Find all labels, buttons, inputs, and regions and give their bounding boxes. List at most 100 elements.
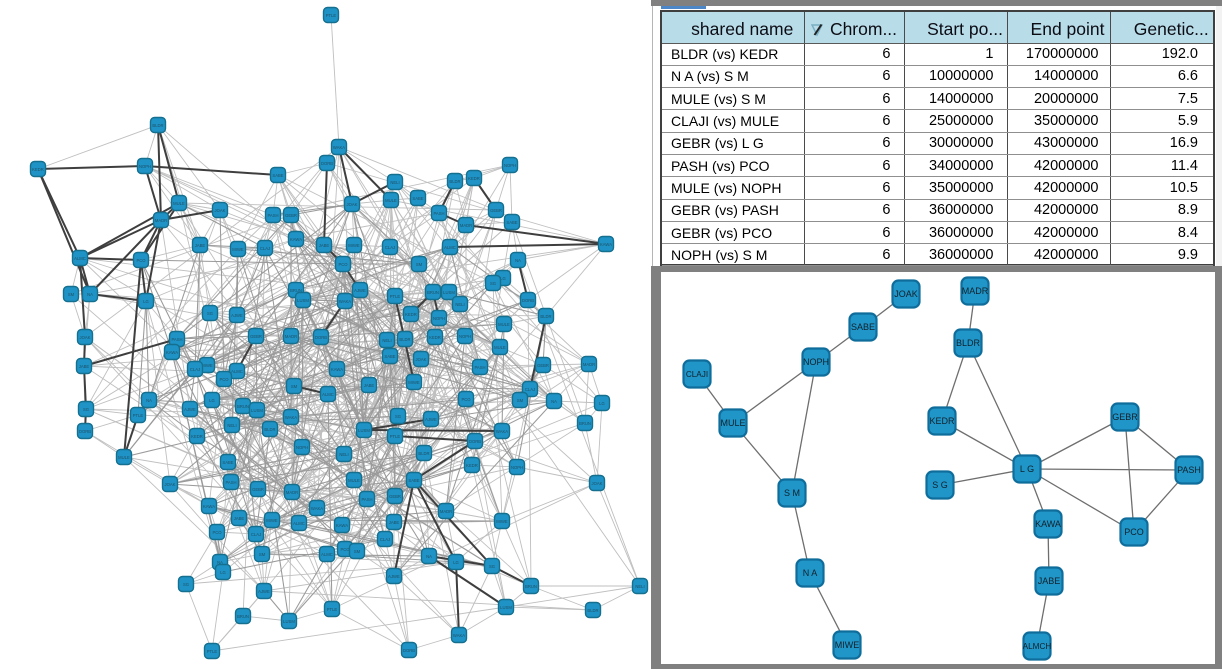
svg-text:KEDR: KEDR [468, 176, 480, 181]
svg-text:JABE: JABE [195, 243, 206, 248]
svg-text:KEDR: KEDR [32, 167, 44, 172]
svg-text:PCO: PCO [136, 258, 146, 263]
svg-text:BRUN: BRUN [427, 290, 439, 295]
svg-text:ALMC: ALMC [322, 392, 334, 397]
svg-text:KAWA: KAWA [166, 350, 178, 355]
svg-text:PTLE: PTLE [390, 294, 401, 299]
svg-text:LG: LG [143, 299, 149, 304]
svg-text:PCO: PCO [340, 547, 350, 552]
svg-text:SM: SM [291, 384, 298, 389]
svg-text:KEDR: KEDR [405, 312, 417, 317]
svg-text:BRUN: BRUN [525, 584, 537, 589]
svg-text:JABE: JABE [319, 243, 330, 248]
svg-text:KAWA: KAWA [203, 504, 215, 509]
svg-text:JOAK: JOAK [592, 481, 603, 486]
svg-text:NA: NA [87, 292, 93, 297]
svg-text:SABE: SABE [384, 354, 395, 359]
svg-text:BRUN: BRUN [290, 288, 302, 293]
svg-text:KAWA: KAWA [290, 237, 302, 242]
svg-text:NOPH: NOPH [139, 164, 151, 169]
svg-text:PCO: PCO [338, 262, 348, 267]
svg-text:SG: SG [183, 582, 189, 587]
svg-text:NA: NA [551, 399, 557, 404]
svg-text:JOAK: JOAK [165, 482, 176, 487]
svg-text:JOAK: JOAK [80, 335, 91, 340]
svg-text:SG: SG [395, 414, 401, 419]
svg-text:PTLE: PTLE [207, 649, 218, 654]
svg-text:WAKA: WAKA [311, 506, 323, 511]
svg-text:WAKA: WAKA [339, 299, 351, 304]
svg-text:PTLE: PTLE [326, 13, 337, 18]
svg-text:JABE: JABE [364, 383, 375, 388]
svg-text:CLAJ: CLAJ [190, 367, 200, 372]
svg-text:MIWE: MIWE [348, 243, 360, 248]
svg-text:MULE: MULE [498, 322, 510, 327]
svg-text:KAWA: KAWA [600, 242, 612, 247]
svg-text:ALMC: ALMC [321, 552, 333, 557]
svg-text:DORB: DORB [522, 298, 534, 303]
svg-text:DORB: DORB [403, 648, 415, 653]
svg-text:NELI: NELI [227, 423, 236, 428]
svg-text:MULE: MULE [385, 198, 397, 203]
svg-text:BLDR: BLDR [399, 337, 410, 342]
svg-text:SABE: SABE [408, 478, 419, 483]
svg-text:SABE: SABE [272, 173, 283, 178]
svg-text:GEBR: GEBR [490, 208, 502, 213]
svg-text:MADR: MADR [583, 362, 595, 367]
svg-text:L G: L G [1020, 464, 1034, 474]
svg-text:PASH: PASH [1177, 465, 1201, 475]
svg-text:MULE: MULE [720, 418, 745, 428]
svg-text:CLAJI: CLAJI [686, 370, 708, 379]
svg-text:SM: SM [416, 262, 423, 267]
svg-text:KAWA: KAWA [336, 523, 348, 528]
svg-text:PTLE: PTLE [133, 413, 144, 418]
svg-text:SM: SM [259, 552, 266, 557]
svg-text:S M: S M [784, 488, 800, 498]
svg-text:LUSM: LUSM [251, 408, 263, 413]
svg-text:JOAK: JOAK [416, 357, 427, 362]
svg-text:CLAJ: CLAJ [380, 537, 390, 542]
svg-text:MULE: MULE [494, 345, 506, 350]
svg-text:MADR: MADR [962, 286, 989, 296]
svg-text:NA: NA [146, 398, 152, 403]
svg-text:NELI: NELI [455, 302, 464, 307]
svg-text:SM: SM [68, 292, 75, 297]
svg-text:AJWE: AJWE [184, 407, 196, 412]
svg-text:NELI: NELI [339, 452, 348, 457]
svg-text:GEBR: GEBR [1112, 412, 1138, 422]
svg-text:SG: SG [489, 564, 495, 569]
svg-text:NOPH: NOPH [296, 445, 308, 450]
svg-text:ALMC: ALMC [293, 521, 305, 526]
svg-text:GEBR: GEBR [250, 334, 262, 339]
svg-text:PCO: PCO [212, 530, 222, 535]
svg-text:MADR: MADR [285, 334, 297, 339]
svg-text:PASH: PASH [361, 497, 372, 502]
svg-text:ALMC: ALMC [231, 369, 243, 374]
svg-text:KAWA: KAWA [1035, 519, 1061, 529]
svg-text:ALMCH: ALMCH [1023, 642, 1052, 651]
svg-text:KEDR: KEDR [466, 463, 478, 468]
svg-text:JOAK: JOAK [894, 289, 918, 299]
svg-text:WAKA: WAKA [333, 145, 345, 150]
svg-text:BLDR: BLDR [587, 608, 598, 613]
svg-text:JABE: JABE [1038, 576, 1061, 586]
svg-text:AJWE: AJWE [354, 288, 366, 293]
svg-text:BRUN: BRUN [237, 614, 249, 619]
svg-text:PASH: PASH [225, 480, 236, 485]
svg-text:KEDR: KEDR [191, 434, 203, 439]
svg-text:CLAJ: CLAJ [525, 387, 535, 392]
svg-text:BLDR: BLDR [418, 451, 429, 456]
svg-text:JABE: JABE [79, 364, 90, 369]
svg-text:ALMC: ALMC [74, 256, 86, 261]
svg-text:SM: SM [517, 398, 524, 403]
svg-text:GEBR: GEBR [389, 494, 401, 499]
svg-text:CLAJ: CLAJ [385, 245, 395, 250]
svg-text:LG: LG [220, 570, 226, 575]
svg-text:MULE: MULE [118, 455, 130, 460]
svg-text:NA: NA [217, 560, 223, 565]
svg-text:LUSM: LUSM [297, 298, 309, 303]
svg-text:LG: LG [599, 401, 605, 406]
svg-text:SM: SM [354, 549, 361, 554]
svg-text:GEBR: GEBR [252, 487, 264, 492]
svg-text:AJWE: AJWE [258, 589, 270, 594]
